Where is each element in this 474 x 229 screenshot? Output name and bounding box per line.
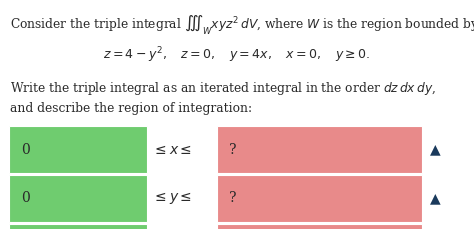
- Bar: [217, 224, 422, 229]
- Text: ▲: ▲: [430, 142, 440, 156]
- Text: 0: 0: [21, 191, 30, 205]
- Text: $z = 4 - y^2, \quad z = 0, \quad y = 4x, \quad x = 0, \quad y \geq 0.$: $z = 4 - y^2, \quad z = 0, \quad y = 4x,…: [103, 45, 371, 65]
- Text: Consider the triple integral $\iiint_W xyz^2\,dV$, where $W$ is the region bound: Consider the triple integral $\iiint_W x…: [10, 13, 474, 37]
- Text: $\leq y\leq$: $\leq y\leq$: [152, 191, 192, 207]
- Text: Write the triple integral as an iterated integral in the order $dz\,dx\,dy$,: Write the triple integral as an iterated…: [10, 80, 436, 97]
- Bar: [9, 126, 147, 173]
- Bar: [217, 126, 422, 173]
- Text: 0: 0: [21, 142, 30, 156]
- Bar: [9, 224, 147, 229]
- Text: $\leq x\leq$: $\leq x\leq$: [152, 142, 192, 156]
- Bar: [217, 175, 422, 222]
- Bar: [9, 175, 147, 222]
- Text: and describe the region of integration:: and describe the region of integration:: [10, 102, 252, 115]
- Text: ?: ?: [229, 191, 237, 205]
- Text: ?: ?: [229, 142, 237, 156]
- Text: ▲: ▲: [430, 191, 440, 205]
